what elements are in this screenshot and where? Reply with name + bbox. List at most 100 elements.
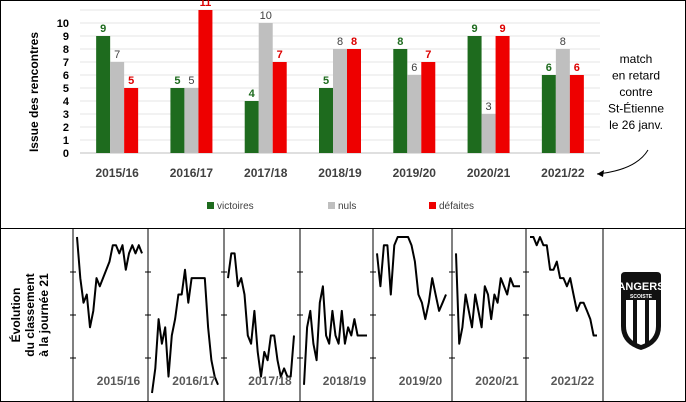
bar-défaites — [272, 62, 287, 153]
legend-swatch-nuls — [328, 202, 335, 209]
bar-y-axis-label: Issue des rencontres — [27, 32, 41, 152]
ranking-panel-2015/16: 2015/16 — [70, 229, 143, 401]
logo-stripe-right — [645, 300, 649, 344]
bar-value-label: 9 — [500, 23, 506, 35]
bar-category-label: 2018/19 — [318, 166, 362, 180]
bar-nuls — [407, 75, 422, 153]
bar-legend: victoires nuls défaites — [207, 201, 474, 212]
ranking-panel-2016/17: 2016/17 — [145, 229, 219, 401]
section-divider — [0, 228, 686, 229]
bar-défaites — [198, 10, 213, 153]
ranking-line-2015/16 — [76, 236, 143, 329]
bar-category-label: 2019/20 — [393, 166, 437, 180]
bar-value-label: 4 — [249, 88, 256, 100]
bar-category-label: 2015/16 — [95, 166, 139, 180]
ranking-y-axis-label: Évolution du classement à la journée 21 — [8, 273, 51, 357]
bar-value-label: 7 — [277, 49, 283, 61]
annotation-line: match — [620, 52, 653, 66]
annotation-arrow — [596, 149, 649, 175]
logo-text-mid: SCOISTE — [630, 294, 653, 300]
bar-défaites — [495, 36, 510, 153]
bar-value-label: 7 — [425, 49, 431, 61]
bar-value-label: 8 — [351, 36, 357, 48]
legend-label-victoires: victoires — [217, 201, 254, 212]
ranking-line-2018/19 — [303, 285, 367, 385]
legend-swatch-victoires — [207, 202, 214, 209]
ranking-line-2017/18 — [227, 252, 295, 378]
bar-y-tick-label: 9 — [63, 31, 69, 43]
ranking-season-label: 2015/16 — [97, 374, 141, 388]
ranking-season-label: 2018/19 — [323, 374, 367, 388]
bar-y-tick-label: 7 — [63, 57, 69, 69]
ranking-line-2020/21 — [455, 253, 520, 345]
bar-value-label: 9 — [472, 23, 478, 35]
bar-value-label: 5 — [128, 75, 134, 87]
bar-value-label: 8 — [560, 36, 566, 48]
ranking-panel-2017/18: 2017/18 — [221, 229, 295, 401]
ranking-panels: 2015/16 2016/17 2017/18 2018/19 2019/20 2020/… — [70, 229, 604, 401]
bar-victoires — [393, 49, 408, 153]
bar-défaites — [347, 49, 361, 153]
bar-y-tick-label: 1 — [63, 135, 69, 147]
ranking-panel-2019/20: 2019/20 — [370, 229, 447, 401]
bar-marks — [96, 10, 584, 153]
bar-value-label: 11 — [200, 0, 212, 9]
bar-victoires — [170, 88, 185, 153]
angers-logo: ANGERS SCOISTE — [617, 272, 665, 350]
ranking-y-label-line: à la journée 21 — [37, 273, 51, 357]
ranking-panel-2020/21: 2020/21 — [449, 229, 520, 401]
bar-value-label: 6 — [546, 62, 552, 74]
bar-y-tick-label: 0 — [63, 148, 69, 160]
ranking-line-2016/17 — [151, 268, 219, 394]
annotation-arrowhead — [597, 170, 604, 177]
ranking-season-label: 2021/22 — [551, 374, 595, 388]
bar-y-tick-label: 5 — [63, 83, 69, 95]
bar-category-labels: 2015/16 2016/17 2017/18 2018/19 2019/20 2020/… — [95, 166, 584, 180]
bar-category-label: 2021/22 — [541, 166, 585, 180]
ranking-season-label: 2020/21 — [475, 374, 519, 388]
bar-y-tick-label: 4 — [63, 96, 70, 108]
bar-category-label: 2017/18 — [244, 166, 288, 180]
bar-victoires — [244, 101, 259, 153]
bar-value-label: 3 — [486, 101, 492, 113]
bar-victoires — [541, 75, 556, 153]
bar-category-label: 2016/17 — [170, 166, 214, 180]
ranking-season-label: 2016/17 — [172, 374, 216, 388]
bar-category-label: 2020/21 — [467, 166, 511, 180]
bar-nuls — [555, 49, 570, 153]
legend-swatch-défaites — [429, 202, 436, 209]
ranking-line-2021/22 — [530, 236, 597, 337]
bar-nuls — [481, 114, 496, 153]
bar-value-label: 5 — [323, 75, 329, 87]
ranking-season-label: 2019/20 — [399, 374, 443, 388]
bar-défaites — [569, 75, 584, 153]
bar-nuls — [333, 49, 347, 153]
bar-y-tick-label: 3 — [63, 109, 69, 121]
legend-label-défaites: défaites — [439, 201, 474, 212]
ranking-panel-2018/19: 2018/19 — [297, 229, 367, 401]
ranking-panel-2021/22: 2021/22 — [523, 229, 597, 401]
annotation-late-match: match en retard contre St-Étienne le 26 janv… — [608, 52, 664, 132]
ranking-y-label-line: Évolution — [8, 288, 23, 343]
bar-value-label: 6 — [411, 62, 417, 74]
bar-value-label: 10 — [260, 10, 272, 22]
bar-y-tick-label: 8 — [63, 44, 69, 56]
bar-y-tick-label: 6 — [63, 70, 69, 82]
annotation-line: contre — [619, 85, 653, 99]
bar-value-label: 5 — [174, 75, 180, 87]
bar-value-label: 8 — [397, 36, 403, 48]
bar-victoires — [319, 88, 333, 153]
annotation-line: St-Étienne — [608, 101, 664, 116]
bar-nuls — [184, 88, 199, 153]
bar-value-label: 8 — [337, 36, 343, 48]
bar-nuls — [258, 23, 273, 153]
annotation-line: le 26 janv. — [609, 118, 663, 132]
bar-value-label: 5 — [188, 75, 194, 87]
ranking-line-2019/20 — [376, 236, 447, 321]
bar-nuls — [110, 62, 125, 153]
logo-inner — [626, 300, 656, 345]
logo-stripe-left — [633, 300, 637, 344]
